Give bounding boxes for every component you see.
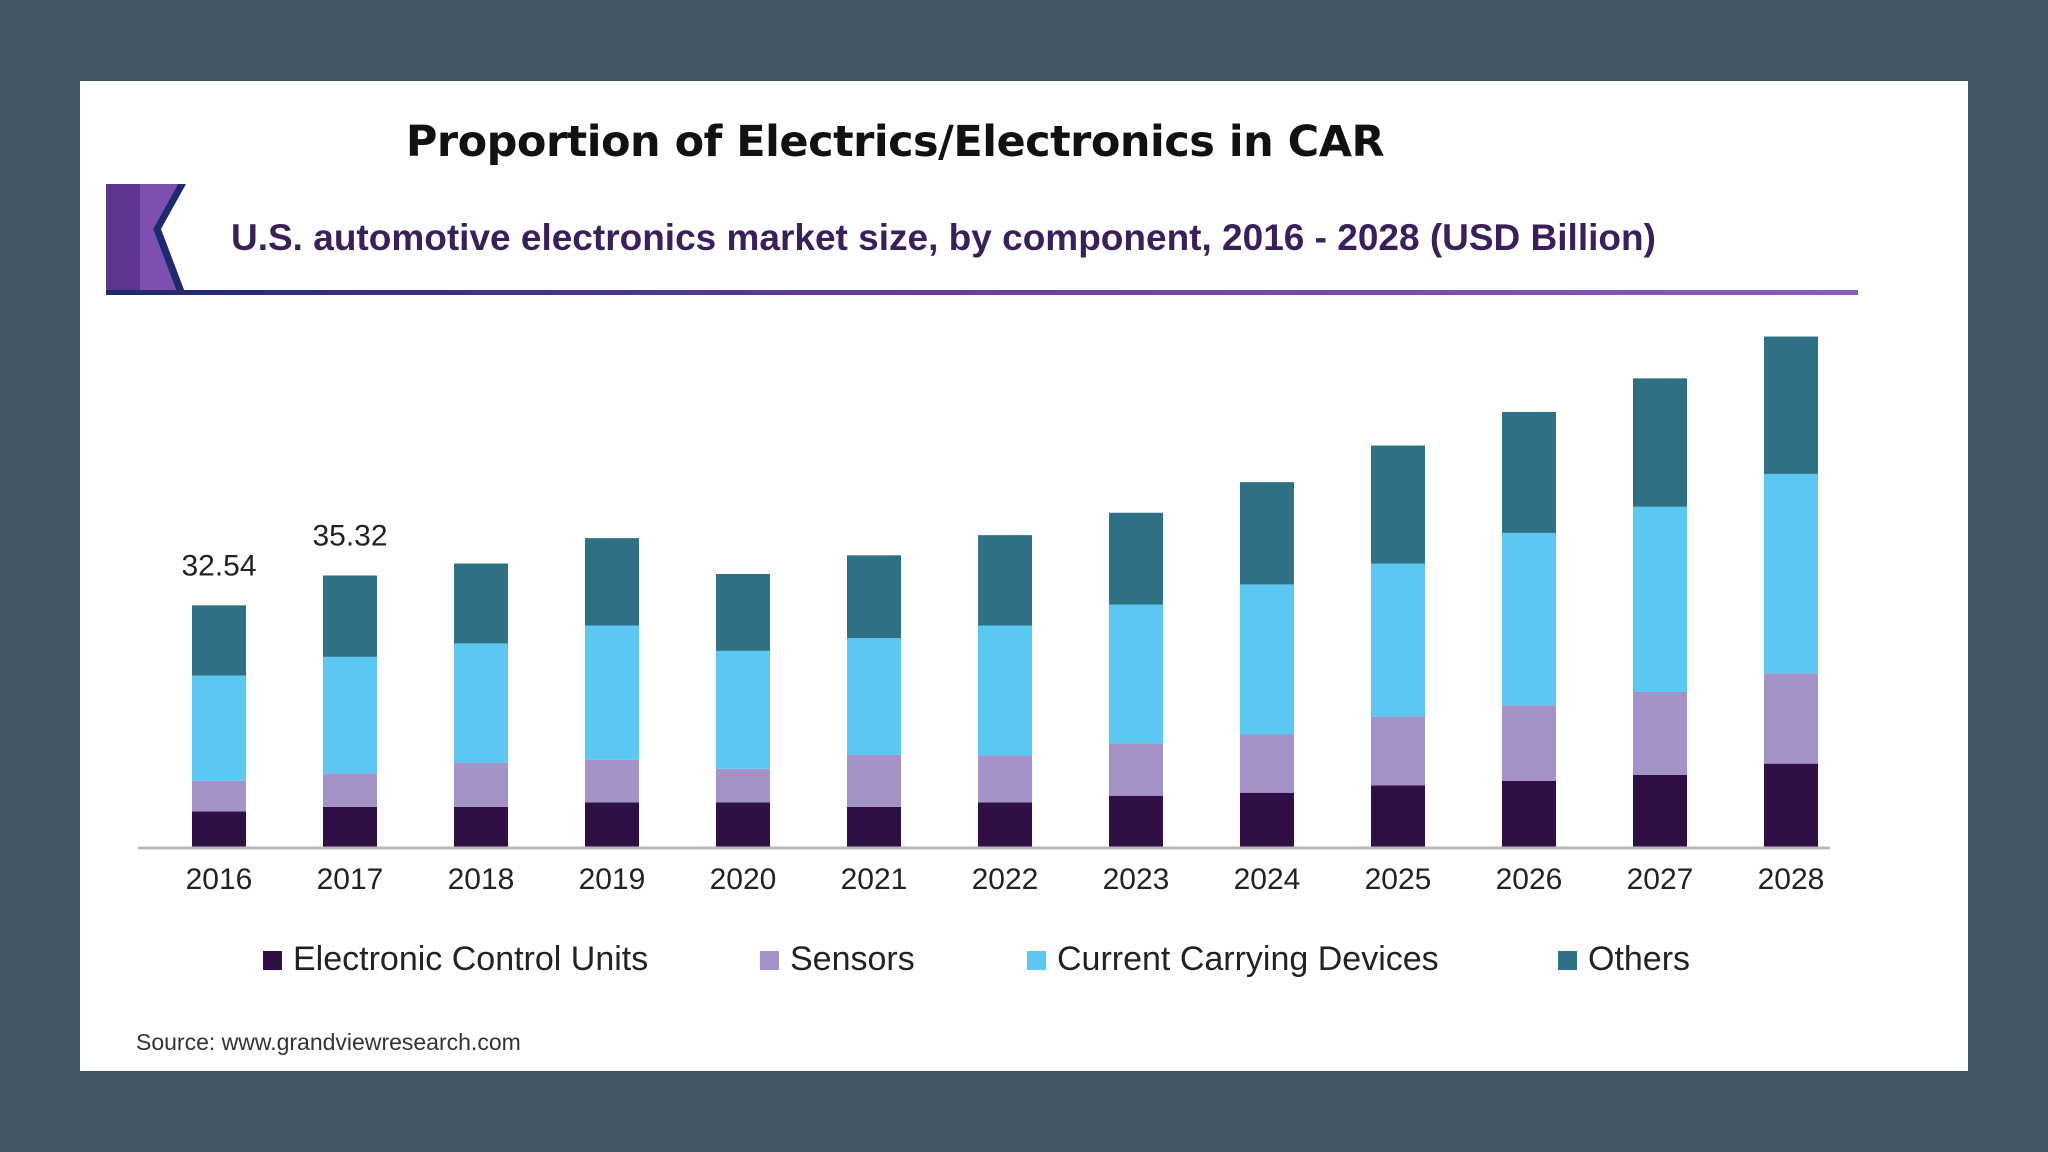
bar-2026-sensors [1502, 705, 1556, 781]
bar-2022-current-carrying-devices [978, 625, 1032, 756]
legend-label: Others [1588, 940, 1690, 978]
bar-2026-electronic-control-units [1502, 780, 1556, 848]
bar-2025-electronic-control-units [1371, 785, 1425, 848]
x-tick-label: 2026 [1496, 863, 1563, 896]
bar-2017-current-carrying-devices [323, 656, 377, 774]
bar-2026-current-carrying-devices [1502, 532, 1556, 706]
banner-underline [106, 290, 1858, 295]
legend-swatch [1558, 951, 1577, 970]
bar-2020-electronic-control-units [716, 802, 770, 848]
x-tick-label: 2016 [186, 863, 253, 896]
chart: U.S. automotive electronics market size,… [106, 184, 1858, 1055]
legend-swatch [1027, 951, 1046, 970]
bar-2028-electronic-control-units [1764, 763, 1818, 848]
bar-2019-sensors [585, 759, 639, 803]
bar-2021-others [847, 555, 901, 639]
x-tick-label: 2028 [1758, 863, 1825, 896]
x-tick-label: 2025 [1365, 863, 1432, 896]
bar-2018-sensors [454, 762, 508, 807]
bar-2018-current-carrying-devices [454, 643, 508, 763]
legend-swatch [760, 951, 779, 970]
bar-2020-others [716, 573, 770, 651]
x-ticks-layer: 2016 2017 2018 2019 2020 2021 2022 2023 2024 2025… [186, 863, 1825, 896]
slide-title: Proportion of Electrics/Electronics in C… [405, 117, 1385, 167]
bar-2025-others [1371, 445, 1425, 564]
legend-label: Sensors [790, 940, 915, 978]
data-label: 35.32 [312, 519, 387, 552]
legend-label: Current Carrying Devices [1057, 940, 1439, 978]
bar-2022-others [978, 535, 1032, 626]
source-note: Source: www.grandviewresearch.com [136, 1029, 521, 1055]
bar-2025-current-carrying-devices [1371, 563, 1425, 717]
bar-2023-current-carrying-devices [1109, 604, 1163, 744]
bar-2018-electronic-control-units [454, 806, 508, 848]
legend-swatch [263, 951, 282, 970]
bar-2021-sensors [847, 754, 901, 807]
bar-2023-others [1109, 512, 1163, 605]
bar-2022-sensors [978, 755, 1032, 803]
data-labels-layer: 32.54 35.32 [181, 519, 387, 582]
x-tick-label: 2024 [1234, 863, 1301, 896]
data-label: 32.54 [181, 549, 256, 582]
chart-title: U.S. automotive electronics market size,… [231, 217, 1656, 258]
bar-2020-current-carrying-devices [716, 650, 770, 769]
x-tick-label: 2021 [841, 863, 908, 896]
bar-2017-sensors [323, 773, 377, 807]
bar-2027-current-carrying-devices [1633, 506, 1687, 692]
bar-2026-others [1502, 411, 1556, 533]
bar-2021-current-carrying-devices [847, 638, 901, 755]
bar-2028-sensors [1764, 673, 1818, 764]
bar-2027-sensors [1633, 691, 1687, 775]
bar-2024-current-carrying-devices [1240, 584, 1294, 735]
bar-2017-electronic-control-units [323, 806, 377, 848]
slide: Proportion of Electrics/Electronics in C… [80, 81, 1968, 1071]
x-tick-label: 2019 [579, 863, 646, 896]
bar-2028-others [1764, 336, 1818, 474]
bar-2024-electronic-control-units [1240, 792, 1294, 848]
bar-2027-electronic-control-units [1633, 774, 1687, 848]
bar-2019-others [585, 538, 639, 626]
bar-2019-electronic-control-units [585, 802, 639, 848]
bar-2016-others [192, 605, 246, 676]
bar-2017-others [323, 575, 377, 657]
bar-2023-electronic-control-units [1109, 795, 1163, 848]
x-tick-label: 2022 [972, 863, 1039, 896]
bar-2022-electronic-control-units [978, 802, 1032, 848]
banner-logo-icon [106, 184, 186, 295]
legend-label: Electronic Control Units [293, 940, 648, 978]
bar-2016-sensors [192, 780, 246, 812]
x-tick-label: 2027 [1627, 863, 1694, 896]
bar-2020-sensors [716, 768, 770, 803]
bar-2023-sensors [1109, 743, 1163, 796]
bars-layer [192, 336, 1818, 848]
bar-2021-electronic-control-units [847, 806, 901, 848]
bar-2025-sensors [1371, 716, 1425, 786]
bar-2027-others [1633, 378, 1687, 507]
bar-2016-current-carrying-devices [192, 675, 246, 781]
bar-2024-sensors [1240, 734, 1294, 793]
bar-2024-others [1240, 482, 1294, 585]
legend: Electronic Control Units Sensors Current C… [263, 940, 1690, 978]
bar-2019-current-carrying-devices [585, 625, 639, 760]
x-tick-label: 2020 [710, 863, 777, 896]
bar-2016-electronic-control-units [192, 811, 246, 848]
bar-2028-current-carrying-devices [1764, 473, 1818, 674]
x-tick-label: 2017 [317, 863, 384, 896]
x-tick-label: 2023 [1103, 863, 1170, 896]
bar-2018-others [454, 563, 508, 644]
x-tick-label: 2018 [448, 863, 515, 896]
